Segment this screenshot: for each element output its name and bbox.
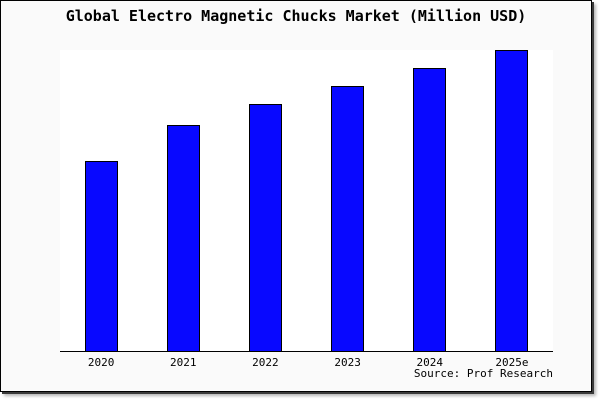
x-tick-label-2020: 2020 — [87, 356, 115, 369]
bars-container — [60, 50, 553, 351]
bar-slot-2022 — [224, 50, 306, 351]
x-tick-label-2024: 2024 — [416, 356, 444, 369]
bar-2022 — [248, 104, 282, 351]
bar-2023 — [331, 86, 365, 351]
bar-slot-2023 — [307, 50, 389, 351]
bar-2021 — [166, 125, 200, 351]
chart-title: Global Electro Magnetic Chucks Market (M… — [65, 7, 527, 25]
x-axis-labels: 2020 2021 2022 2023 2024 2025e — [60, 356, 553, 369]
source-credit: Source: Prof Research — [413, 367, 553, 380]
x-tick-label-2022: 2022 — [252, 356, 279, 369]
plot-area — [60, 50, 553, 352]
bar-slot-2025e — [471, 50, 553, 351]
bar-2025e — [495, 50, 529, 351]
bar-slot-2020 — [60, 50, 142, 351]
x-tick-label-2021: 2021 — [170, 356, 197, 369]
bar-2020 — [84, 161, 118, 351]
x-tick-label-2023: 2023 — [334, 356, 361, 369]
bar-2024 — [413, 68, 447, 351]
x-tick-label-2025e: 2025e — [495, 356, 529, 369]
bar-slot-2021 — [142, 50, 224, 351]
chart-card: Global Electro Magnetic Chucks Market (M… — [0, 0, 592, 392]
bar-slot-2024 — [389, 50, 471, 351]
